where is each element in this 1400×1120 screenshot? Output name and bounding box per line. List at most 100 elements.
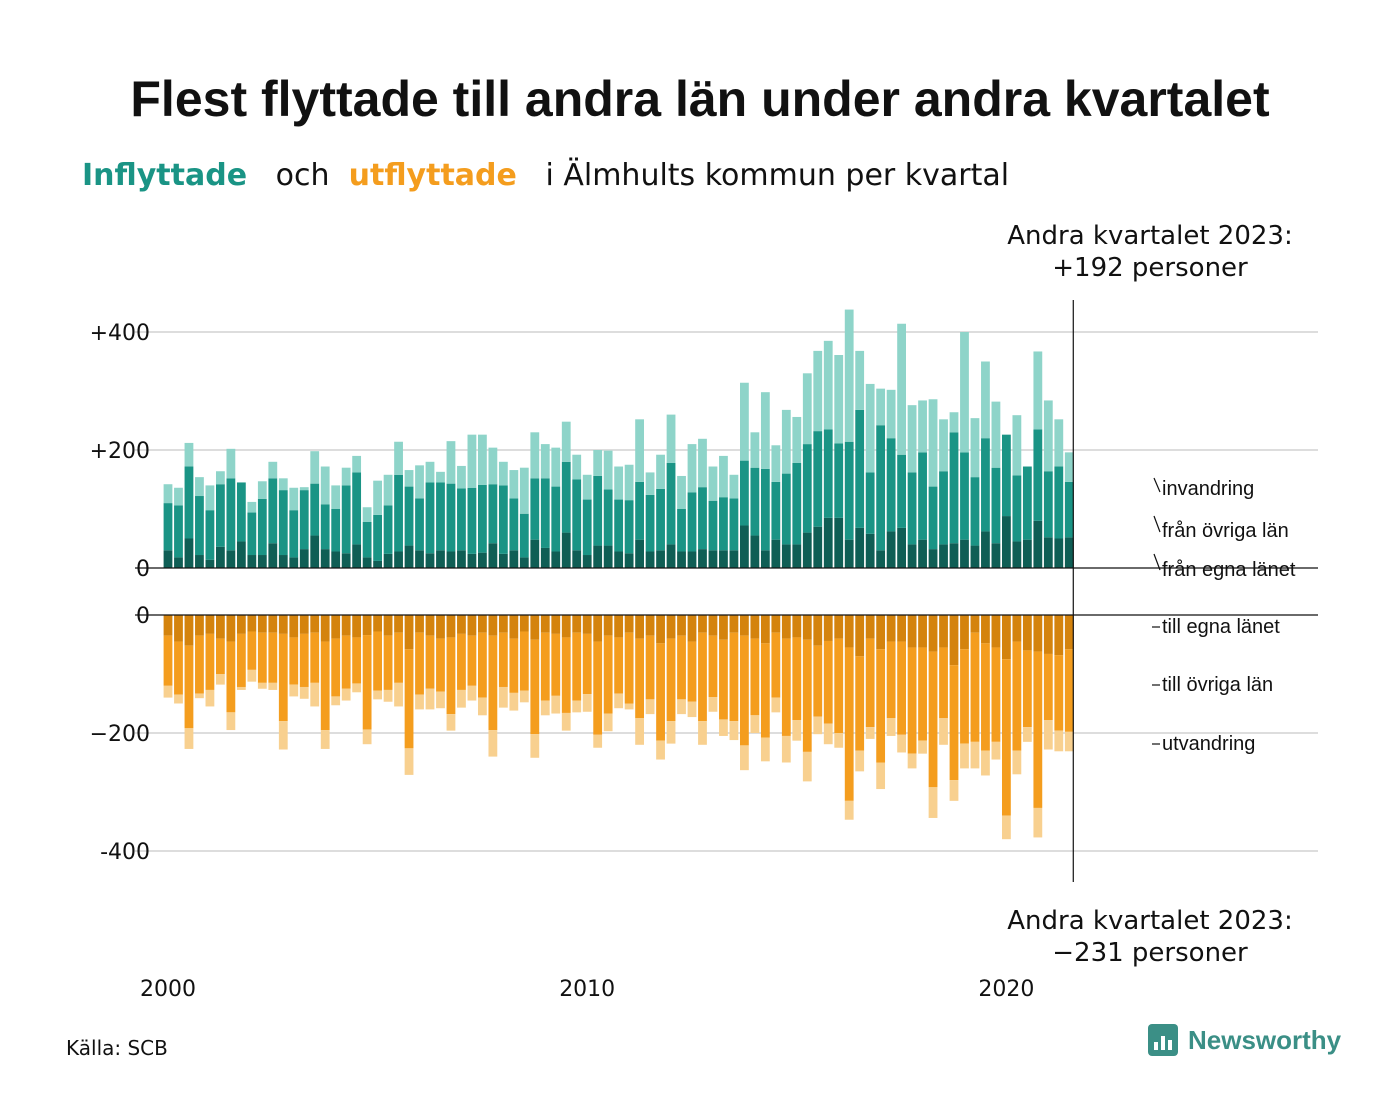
bar-out-utvandring (278, 721, 288, 750)
bar-in-invandring (205, 485, 215, 511)
bar-in-invandring (802, 373, 812, 445)
bar-in-invandring (226, 448, 236, 479)
bar-out-egna (446, 615, 456, 638)
bar-in-ovriga (918, 452, 927, 540)
bar-in-egna (771, 539, 781, 568)
bar-in-egna (1054, 538, 1064, 568)
bar-in-invandring (195, 477, 204, 497)
bar-in-ovriga (907, 472, 917, 545)
bar-in-ovriga (257, 498, 267, 556)
bar-out-ovriga (394, 632, 403, 683)
bar-in-ovriga (362, 521, 372, 558)
bar-out-utvandring (1002, 815, 1011, 840)
bar-in-egna (478, 552, 487, 568)
bar-out-utvandring (729, 721, 739, 741)
bar-out-utvandring (174, 694, 183, 704)
bar-in-ovriga (195, 496, 204, 556)
bar-out-utvandring (268, 682, 278, 690)
bar-in-ovriga (823, 429, 833, 518)
bar-in-ovriga (603, 489, 613, 546)
bar-in-invandring (310, 451, 320, 484)
label-leader-line (1153, 477, 1161, 493)
bar-in-invandring (844, 309, 854, 442)
bar-in-invandring (457, 465, 466, 489)
label-till-egna: till egna länet (1162, 616, 1280, 638)
bar-in-invandring (446, 441, 456, 484)
bar-in-ovriga (855, 409, 865, 528)
bar-out-egna (823, 615, 833, 641)
bar-out-ovriga (268, 632, 278, 683)
bar-out-ovriga (949, 665, 959, 781)
bar-in-invandring (268, 461, 278, 479)
bar-out-utvandring (750, 715, 760, 733)
bar-in-ovriga (698, 487, 707, 550)
bar-in-invandring (247, 501, 257, 513)
bar-in-invandring (362, 507, 372, 522)
bar-out-ovriga (844, 647, 854, 801)
bar-in-egna (394, 551, 403, 568)
bar-in-egna (981, 531, 990, 568)
bar-in-ovriga (960, 452, 969, 540)
bar-in-ovriga (436, 482, 445, 551)
bar-out-ovriga (740, 635, 749, 746)
bar-in-invandring (865, 383, 875, 473)
bar-in-egna (897, 527, 906, 568)
bar-out-ovriga (1064, 649, 1074, 732)
bar-out-utvandring (844, 800, 854, 820)
bar-in-egna (320, 549, 330, 568)
bar-out-ovriga (886, 641, 896, 719)
bar-out-egna (540, 615, 550, 633)
bar-in-invandring (876, 388, 886, 426)
bar-out-egna (457, 615, 466, 634)
bar-in-egna (603, 545, 613, 568)
bar-out-ovriga (865, 638, 875, 728)
bar-in-ovriga (834, 443, 844, 518)
bar-out-egna (236, 615, 246, 634)
bar-in-egna (823, 517, 833, 568)
bar-out-egna (478, 615, 487, 633)
bar-out-utvandring (519, 690, 529, 703)
bar-out-utvandring (1043, 720, 1053, 750)
bar-in-ovriga (446, 483, 456, 552)
bar-out-utvandring (509, 692, 519, 711)
bar-out-utvandring (802, 751, 812, 782)
bar-in-egna (247, 555, 257, 568)
y-tick-label-bottom: −200 (90, 722, 150, 747)
bar-out-ovriga (635, 638, 644, 719)
bar-out-ovriga (698, 632, 707, 722)
bar-in-invandring (519, 467, 529, 514)
bar-in-invandring (729, 474, 739, 499)
bar-in-ovriga (163, 503, 173, 551)
bar-in-ovriga (509, 498, 519, 551)
bar-out-utvandring (478, 697, 487, 716)
bar-in-egna (404, 545, 414, 568)
bar-out-egna (656, 615, 665, 644)
bar-in-invandring (698, 438, 707, 488)
bar-out-ovriga (362, 635, 372, 730)
newsworthy-logo-icon (1148, 1024, 1178, 1056)
bar-out-egna (226, 615, 236, 642)
bar-out-utvandring (781, 735, 791, 763)
annotation-top-text: Andra kvartalet 2023: (1007, 221, 1292, 251)
bar-out-utvandring (834, 733, 844, 748)
bar-in-ovriga (729, 498, 739, 551)
bar-in-egna (551, 551, 561, 568)
bar-out-egna (205, 615, 215, 634)
bar-in-egna (498, 553, 508, 568)
bar-out-utvandring (928, 787, 938, 818)
bar-in-ovriga (1022, 466, 1032, 540)
bar-out-ovriga (834, 638, 844, 733)
bar-out-egna (802, 615, 812, 640)
bar-out-ovriga (970, 632, 980, 742)
bar-in-invandring (886, 389, 896, 439)
bar-out-ovriga (446, 637, 456, 715)
bar-in-invandring (949, 412, 959, 433)
bar-out-ovriga (1012, 641, 1022, 751)
bar-in-ovriga (551, 486, 561, 552)
bar-out-utvandring (540, 700, 550, 716)
bar-out-egna (1043, 615, 1053, 654)
bar-in-invandring (341, 467, 351, 486)
bar-in-egna (876, 550, 886, 568)
bar-out-ovriga (1022, 650, 1032, 728)
bar-in-egna (781, 544, 791, 568)
